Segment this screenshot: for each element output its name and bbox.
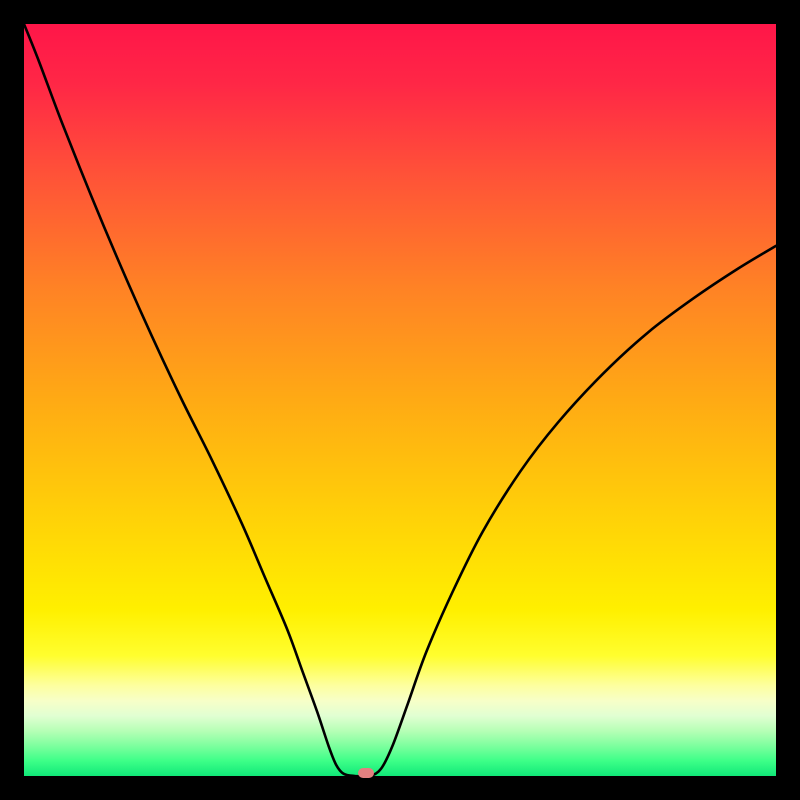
- bottleneck-curve: [24, 24, 776, 776]
- chart-frame: TheBottleneck.com: [0, 0, 800, 800]
- optimal-point-marker: [358, 768, 374, 778]
- plot-area: [24, 24, 776, 776]
